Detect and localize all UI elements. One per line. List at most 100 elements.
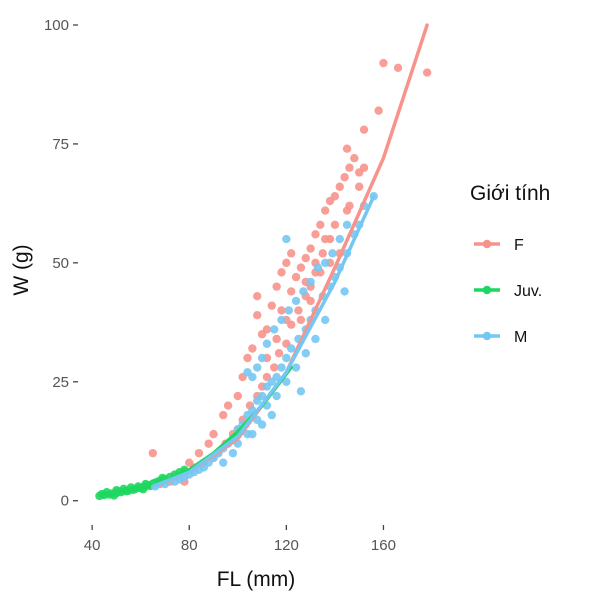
- data-point: [282, 377, 291, 386]
- data-point: [248, 429, 257, 439]
- data-point: [306, 244, 315, 253]
- data-point: [277, 306, 286, 315]
- data-point: [294, 306, 303, 315]
- fit-curves-layer: [97, 23, 429, 497]
- data-point: [209, 429, 218, 439]
- x-axis-title: FL (mm): [217, 568, 296, 591]
- data-point: [374, 106, 383, 115]
- y-tick-label: 50: [52, 255, 69, 272]
- data-point: [359, 125, 369, 134]
- data-point: [272, 282, 281, 291]
- fit-curve-m: [151, 194, 376, 489]
- y-tick-label: 25: [52, 374, 69, 391]
- data-point: [148, 448, 158, 458]
- data-point: [320, 234, 330, 244]
- data-point: [335, 234, 344, 244]
- y-axis-title: W (g): [10, 244, 33, 295]
- data-point: [233, 391, 242, 401]
- data-point: [340, 287, 349, 296]
- y-axis: 0 25 50 75 100: [44, 17, 78, 510]
- data-point: [340, 173, 349, 182]
- data-point: [257, 353, 267, 363]
- data-point: [291, 363, 301, 372]
- legend-items: F Juv. M: [474, 237, 542, 346]
- x-tick-label: 80: [181, 537, 198, 554]
- data-point: [311, 230, 320, 239]
- data-point: [345, 163, 354, 172]
- data-point: [262, 339, 272, 348]
- legend-title: Giới tính: [470, 182, 550, 205]
- data-point: [320, 206, 330, 215]
- data-point: [422, 68, 432, 77]
- data-point: [262, 382, 272, 391]
- data-point: [287, 344, 296, 353]
- data-point: [320, 258, 330, 268]
- data-point: [248, 372, 257, 382]
- data-point: [282, 258, 291, 268]
- legend-key-point: [482, 331, 492, 341]
- x-tick-label: 160: [371, 537, 396, 554]
- data-point: [282, 353, 291, 363]
- data-point: [311, 334, 320, 344]
- data-point: [296, 263, 306, 272]
- x-axis: 40 80 120 160: [84, 525, 396, 554]
- y-tick-label: 75: [52, 136, 69, 153]
- data-point: [296, 315, 306, 325]
- data-point: [253, 291, 262, 301]
- data-point: [270, 363, 279, 372]
- data-point: [335, 182, 344, 191]
- data-point: [330, 220, 340, 230]
- data-point: [345, 201, 354, 210]
- data-point: [277, 315, 286, 325]
- data-point: [296, 387, 306, 396]
- data-point: [219, 410, 228, 420]
- data-point: [284, 306, 293, 315]
- data-point: [272, 334, 281, 344]
- data-point: [287, 287, 296, 296]
- data-point: [291, 296, 301, 306]
- legend-key-point: [482, 285, 492, 295]
- data-point: [318, 249, 327, 258]
- x-tick-label: 40: [84, 537, 101, 554]
- data-point: [257, 420, 267, 429]
- legend-item: M: [474, 329, 527, 346]
- y-tick-label: 100: [44, 17, 69, 34]
- legend-label: F: [514, 237, 524, 254]
- data-point: [243, 353, 252, 363]
- data-point: [274, 349, 284, 358]
- data-point: [316, 220, 325, 230]
- data-point: [282, 234, 291, 244]
- data-point: [320, 315, 330, 325]
- data-point: [306, 277, 315, 287]
- data-point: [272, 391, 281, 401]
- data-point: [301, 253, 310, 263]
- data-point: [223, 401, 233, 410]
- legend-item: Juv.: [474, 283, 542, 300]
- data-point: [291, 272, 301, 282]
- data-point: [277, 268, 286, 277]
- data-point: [270, 325, 279, 334]
- data-point: [228, 448, 238, 458]
- data-point: [313, 263, 323, 272]
- data-point: [185, 458, 194, 467]
- data-point: [342, 144, 352, 153]
- data-point: [354, 182, 364, 191]
- data-point: [267, 301, 276, 310]
- data-point: [301, 349, 310, 358]
- x-tick-label: 120: [274, 537, 299, 554]
- y-tick-label: 0: [61, 493, 69, 510]
- data-point: [379, 58, 388, 68]
- data-point: [306, 296, 315, 306]
- data-point: [194, 448, 204, 458]
- data-point: [248, 344, 257, 353]
- data-point: [253, 310, 262, 320]
- legend-label: Juv.: [514, 283, 542, 300]
- legend: Giới tính F Juv. M: [470, 182, 550, 346]
- data-point: [299, 287, 308, 296]
- data-point: [219, 458, 228, 467]
- data-point: [204, 439, 213, 448]
- data-point: [359, 163, 369, 172]
- legend-label: M: [514, 329, 527, 346]
- legend-key-point: [482, 239, 492, 249]
- data-point: [350, 154, 359, 163]
